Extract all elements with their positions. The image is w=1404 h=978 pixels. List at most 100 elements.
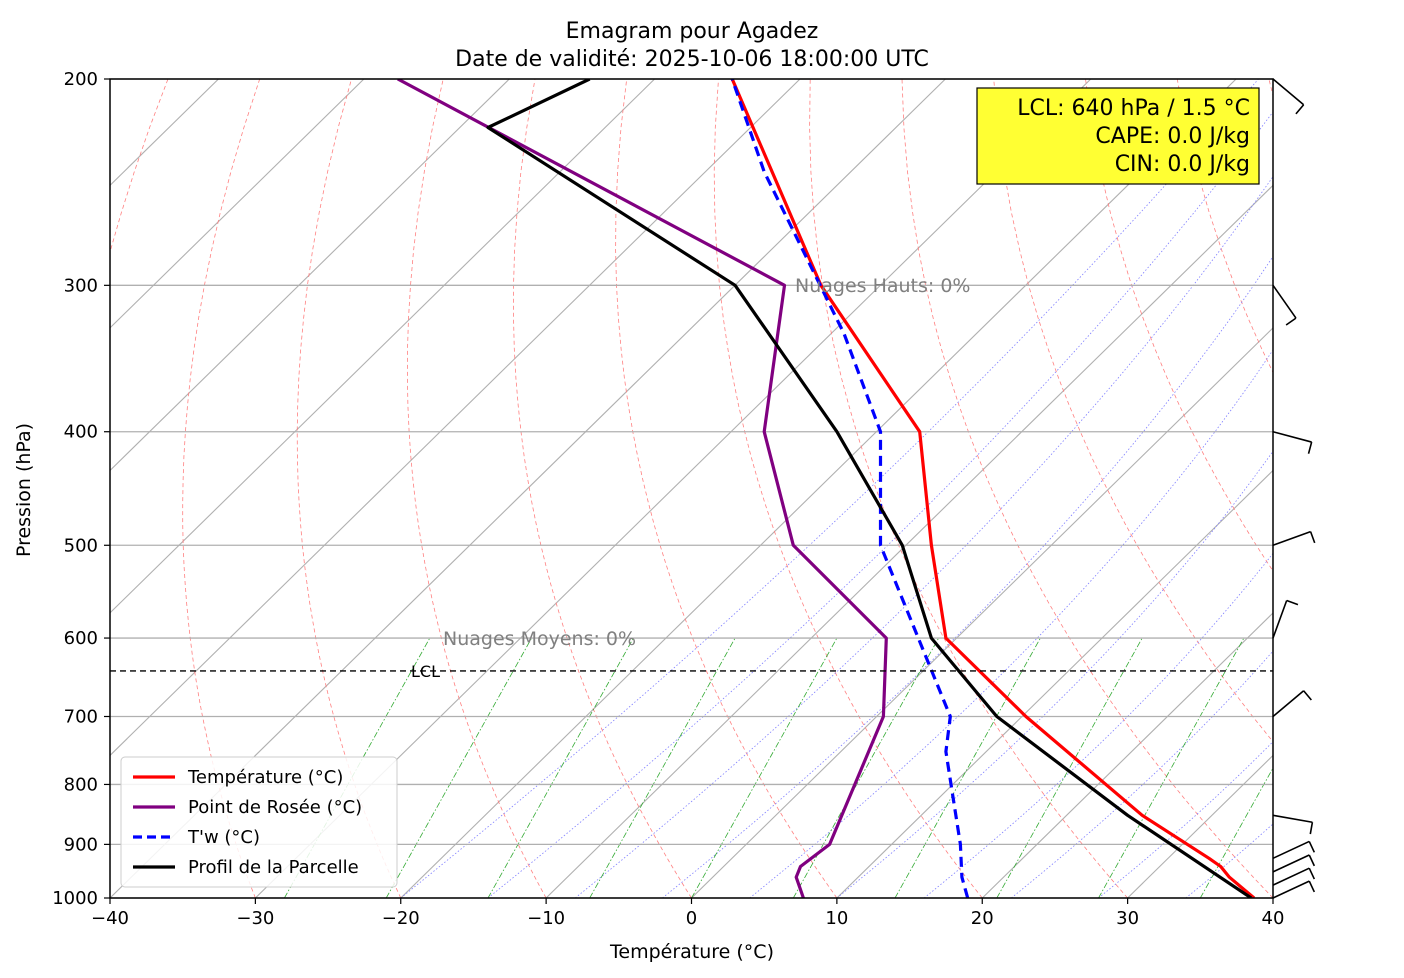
- y-tick-label: 1000: [52, 888, 98, 909]
- moist-adiabat-line: [1011, 650, 1273, 898]
- chart-subtitle: Date de validité: 2025-10-06 18:00:00 UT…: [455, 47, 929, 72]
- wind-barb-staff: [1272, 430, 1312, 443]
- x-tick-label: −40: [91, 908, 129, 929]
- x-tick-label: −30: [236, 908, 274, 929]
- dry-adiabat-line: [809, 79, 1128, 898]
- wind-barb-flag: [1309, 531, 1316, 544]
- wind-barb-staff: [1272, 690, 1305, 718]
- wind-barb-staff: [1272, 600, 1288, 639]
- y-tick-label: 800: [64, 774, 98, 795]
- x-tick-label: 10: [825, 908, 848, 929]
- y-axis-ticks: 1000 900 800 700 600 500 400 300 200: [52, 69, 110, 909]
- mixing-ratio-line: [385, 637, 532, 898]
- wind-barb-staff: [1272, 867, 1310, 886]
- lcl-line: LCL: [110, 662, 1273, 681]
- legend-label: T'w (°C): [187, 827, 260, 848]
- info-lcl: LCL: 640 hPa / 1.5 °C: [1017, 96, 1250, 121]
- series-line: [397, 79, 888, 898]
- x-axis-label: Température (°C): [609, 941, 774, 963]
- wind-barb-staff: [1272, 840, 1310, 860]
- info-cin: CIN: 0.0 J/kg: [1115, 152, 1250, 177]
- wind-barb-flag: [1286, 599, 1299, 606]
- wind-barb-flag: [1309, 822, 1314, 835]
- dry-adiabat-line: [296, 79, 402, 898]
- wind-barb-staff: [1272, 78, 1305, 106]
- x-tick-label: 0: [686, 908, 697, 929]
- x-tick-label: −20: [382, 908, 420, 929]
- y-tick-label: 300: [64, 275, 98, 296]
- lcl-label: LCL: [411, 662, 440, 681]
- info-cape: CAPE: 0.0 J/kg: [1095, 124, 1250, 149]
- x-tick-label: 20: [971, 908, 994, 929]
- dry-adiabat-line: [901, 79, 1273, 898]
- mixing-ratio-line: [487, 637, 634, 898]
- isotherm-line: [400, 79, 1237, 898]
- isotherm-line: [110, 79, 365, 329]
- isotherm-line: [110, 79, 510, 472]
- annotation-high-clouds: Nuages Hauts: 0%: [795, 275, 971, 297]
- y-tick-label: 400: [64, 422, 98, 443]
- y-tick-label: 900: [64, 834, 98, 855]
- x-axis-ticks: −40 −30 −20 −10 0 10 20 30 40: [91, 898, 1284, 929]
- moist-adiabat-line: [400, 79, 1260, 898]
- legend-label: Point de Rosée (°C): [188, 797, 362, 818]
- y-tick-label: 200: [64, 69, 98, 90]
- annotation-mid-clouds: Nuages Moyens: 0%: [443, 628, 636, 650]
- mixing-ratio-line: [1098, 637, 1245, 898]
- y-axis-label: Pression (hPa): [13, 423, 35, 557]
- moist-adiabat-line: [487, 111, 1273, 898]
- moist-adiabat-line: [574, 175, 1273, 898]
- wind-barb-flag: [1308, 880, 1316, 893]
- isotherm-line: [981, 612, 1273, 898]
- isotherm-line: [110, 79, 801, 757]
- legend-label: Profil de la Parcelle: [188, 857, 359, 878]
- info-box: LCL: 640 hPa / 1.5 °C CAPE: 0.0 J/kg CIN…: [976, 87, 1260, 185]
- dry-adiabat-line: [406, 79, 547, 898]
- series-line: [486, 79, 1253, 898]
- isotherm-line: [110, 79, 655, 614]
- wind-barb-flag: [1307, 441, 1313, 454]
- x-tick-label: 40: [1262, 908, 1285, 929]
- mixing-ratio-line: [691, 637, 838, 898]
- mixing-ratio-line: [894, 637, 1041, 898]
- wind-barb-flag: [1285, 317, 1297, 326]
- series-line: [730, 79, 970, 898]
- isotherm-line: [1127, 754, 1273, 898]
- x-tick-label: 30: [1116, 908, 1139, 929]
- chart-title: Emagram pour Agadez: [566, 19, 819, 44]
- mixing-ratio-line: [589, 637, 736, 898]
- wind-barbs: [1272, 78, 1316, 899]
- mixing-ratio-line: [1199, 767, 1273, 898]
- y-tick-label: 700: [64, 706, 98, 727]
- dry-adiabat-line: [513, 79, 692, 898]
- moist-adiabat-line: [836, 450, 1273, 898]
- dry-adiabat-line: [993, 79, 1273, 743]
- legend: Température (°C) Point de Rosée (°C) T'w (…: [120, 756, 398, 888]
- wind-barb-staff: [1272, 880, 1310, 899]
- isotherm-line: [691, 327, 1273, 898]
- series-lines: [397, 79, 1256, 898]
- x-tick-label: −10: [527, 908, 565, 929]
- mixing-ratio-line: [996, 637, 1143, 898]
- moist-adiabat-line: [1098, 741, 1273, 898]
- wind-barb-flag: [1308, 841, 1316, 853]
- moist-adiabat-line: [662, 255, 1273, 898]
- y-tick-label: 500: [64, 535, 98, 556]
- wind-barb-staff: [1272, 284, 1297, 319]
- legend-label: Température (°C): [187, 767, 343, 788]
- wind-barb-flag: [1308, 854, 1316, 867]
- moist-adiabat-line: [923, 552, 1273, 898]
- wind-barb-flag: [1295, 104, 1305, 115]
- isotherm-line: [836, 469, 1273, 898]
- series-line: [730, 79, 1256, 898]
- dry-adiabat-line: [1085, 79, 1273, 572]
- dry-adiabat-line: [615, 79, 838, 898]
- wind-barb-staff: [1272, 530, 1311, 547]
- wind-barb-staff: [1272, 814, 1313, 824]
- wind-barb-flag: [1308, 867, 1316, 880]
- isotherm-line: [545, 184, 1273, 898]
- wind-barb-flag: [1303, 690, 1312, 701]
- y-tick-label: 600: [64, 628, 98, 649]
- wind-barb-staff: [1272, 854, 1310, 873]
